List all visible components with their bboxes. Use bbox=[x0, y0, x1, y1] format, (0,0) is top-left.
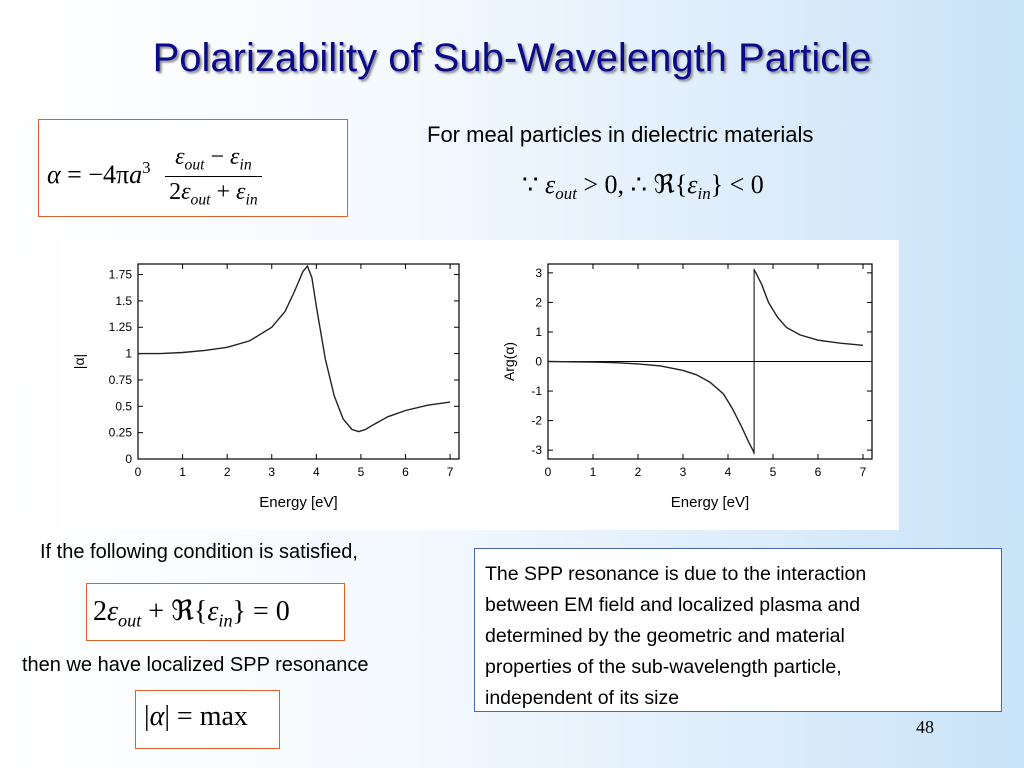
fraction-denominator: 2εout + εin bbox=[169, 179, 258, 209]
info-line: between EM field and localized plasma an… bbox=[485, 594, 861, 616]
info-line: properties of the sub-wavelength particl… bbox=[485, 656, 842, 678]
y-tick-label: -1 bbox=[531, 384, 542, 398]
x-tick-label: 3 bbox=[680, 465, 687, 479]
equals-neg-4pi: = −4π bbox=[67, 159, 130, 189]
x-tick-label: 2 bbox=[635, 465, 642, 479]
data-series-line bbox=[547, 360, 755, 454]
y-tick-label: 3 bbox=[535, 266, 542, 280]
x-tick-label: 3 bbox=[268, 465, 275, 479]
permittivity-fraction: εout − εin 2εout + εin bbox=[165, 144, 262, 210]
polarizability-plots: 0 1 2 3 4 5 6 7 0 0.25 0.5 0.75 1 1.25 1.5 1.75 Energy [… bbox=[71, 263, 873, 511]
y-tick-label: -2 bbox=[531, 414, 542, 428]
y-axis-label: Arg(α) bbox=[501, 342, 517, 381]
info-line: independent of its size bbox=[485, 687, 680, 709]
polarizability-formula: α = −4πa3 εout − εin 2εout + εin bbox=[38, 119, 348, 217]
resonance-condition-formula: 2εout + ℜ{εin} = 0 bbox=[86, 583, 345, 641]
resonance-text: then we have localized SPP resonance bbox=[22, 654, 369, 676]
y-tick-label: 1.5 bbox=[115, 294, 132, 308]
plots-panel: 0 1 2 3 4 5 6 7 0 0.25 0.5 0.75 1 1.25 1.5 1.75 Energy [… bbox=[62, 240, 899, 530]
x-tick-label: 0 bbox=[545, 465, 552, 479]
fraction-numerator: εout − εin bbox=[165, 144, 262, 178]
x-tick-label: 7 bbox=[447, 465, 454, 479]
condition-text: If the following condition is satisfied, bbox=[40, 541, 358, 563]
x-tick-label: 5 bbox=[770, 465, 777, 479]
x-tick-label: 1 bbox=[590, 465, 597, 479]
y-tick-label: -3 bbox=[531, 443, 542, 457]
y-axis-label: |α| bbox=[71, 354, 87, 369]
alpha-symbol: α bbox=[47, 159, 61, 189]
plot-frame bbox=[137, 263, 460, 460]
info-line: determined by the geometric and material bbox=[485, 625, 845, 647]
dielectric-heading: For meal particles in dielectric materia… bbox=[427, 122, 814, 147]
x-tick-label: 5 bbox=[358, 465, 365, 479]
y-tick-label: 0 bbox=[125, 452, 132, 466]
alpha-max-formula: |α| = max bbox=[135, 690, 280, 749]
data-series-line bbox=[138, 264, 451, 433]
y-tick-label: 1.25 bbox=[109, 320, 133, 334]
y-tick-label: 0.75 bbox=[109, 373, 133, 387]
x-axis-label: Energy [eV] bbox=[671, 494, 749, 511]
radius-exponent: 3 bbox=[142, 157, 151, 177]
info-line: The SPP resonance is due to the interact… bbox=[485, 563, 867, 585]
radius-a: a bbox=[129, 159, 143, 189]
y-tick-label: 1 bbox=[125, 347, 132, 361]
y-tick-label: 1.75 bbox=[109, 268, 133, 282]
x-tick-label: 6 bbox=[402, 465, 409, 479]
x-tick-label: 2 bbox=[224, 465, 231, 479]
x-tick-label: 7 bbox=[860, 465, 867, 479]
dielectric-condition: ∵ εout > 0, ∴ ℜ{εin} < 0 bbox=[522, 170, 764, 203]
y-tick-label: 2 bbox=[535, 295, 542, 309]
x-tick-label: 4 bbox=[313, 465, 320, 479]
x-tick-label: 4 bbox=[725, 465, 732, 479]
data-series-line bbox=[753, 269, 864, 346]
y-tick-label: 0.25 bbox=[109, 426, 133, 440]
y-tick-label: 1 bbox=[535, 325, 542, 339]
y-tick-label: 0 bbox=[535, 355, 542, 369]
info-box: The SPP resonance is due to the interact… bbox=[474, 548, 1002, 712]
x-tick-label: 1 bbox=[179, 465, 186, 479]
page-number: 48 bbox=[916, 717, 934, 737]
y-tick-label: 0.5 bbox=[115, 399, 132, 413]
x-tick-label: 0 bbox=[135, 465, 142, 479]
slide-title: Polarizability of Sub-Wavelength Particl… bbox=[152, 36, 872, 80]
x-tick-label: 6 bbox=[815, 465, 822, 479]
x-axis-label: Energy [eV] bbox=[259, 494, 337, 511]
